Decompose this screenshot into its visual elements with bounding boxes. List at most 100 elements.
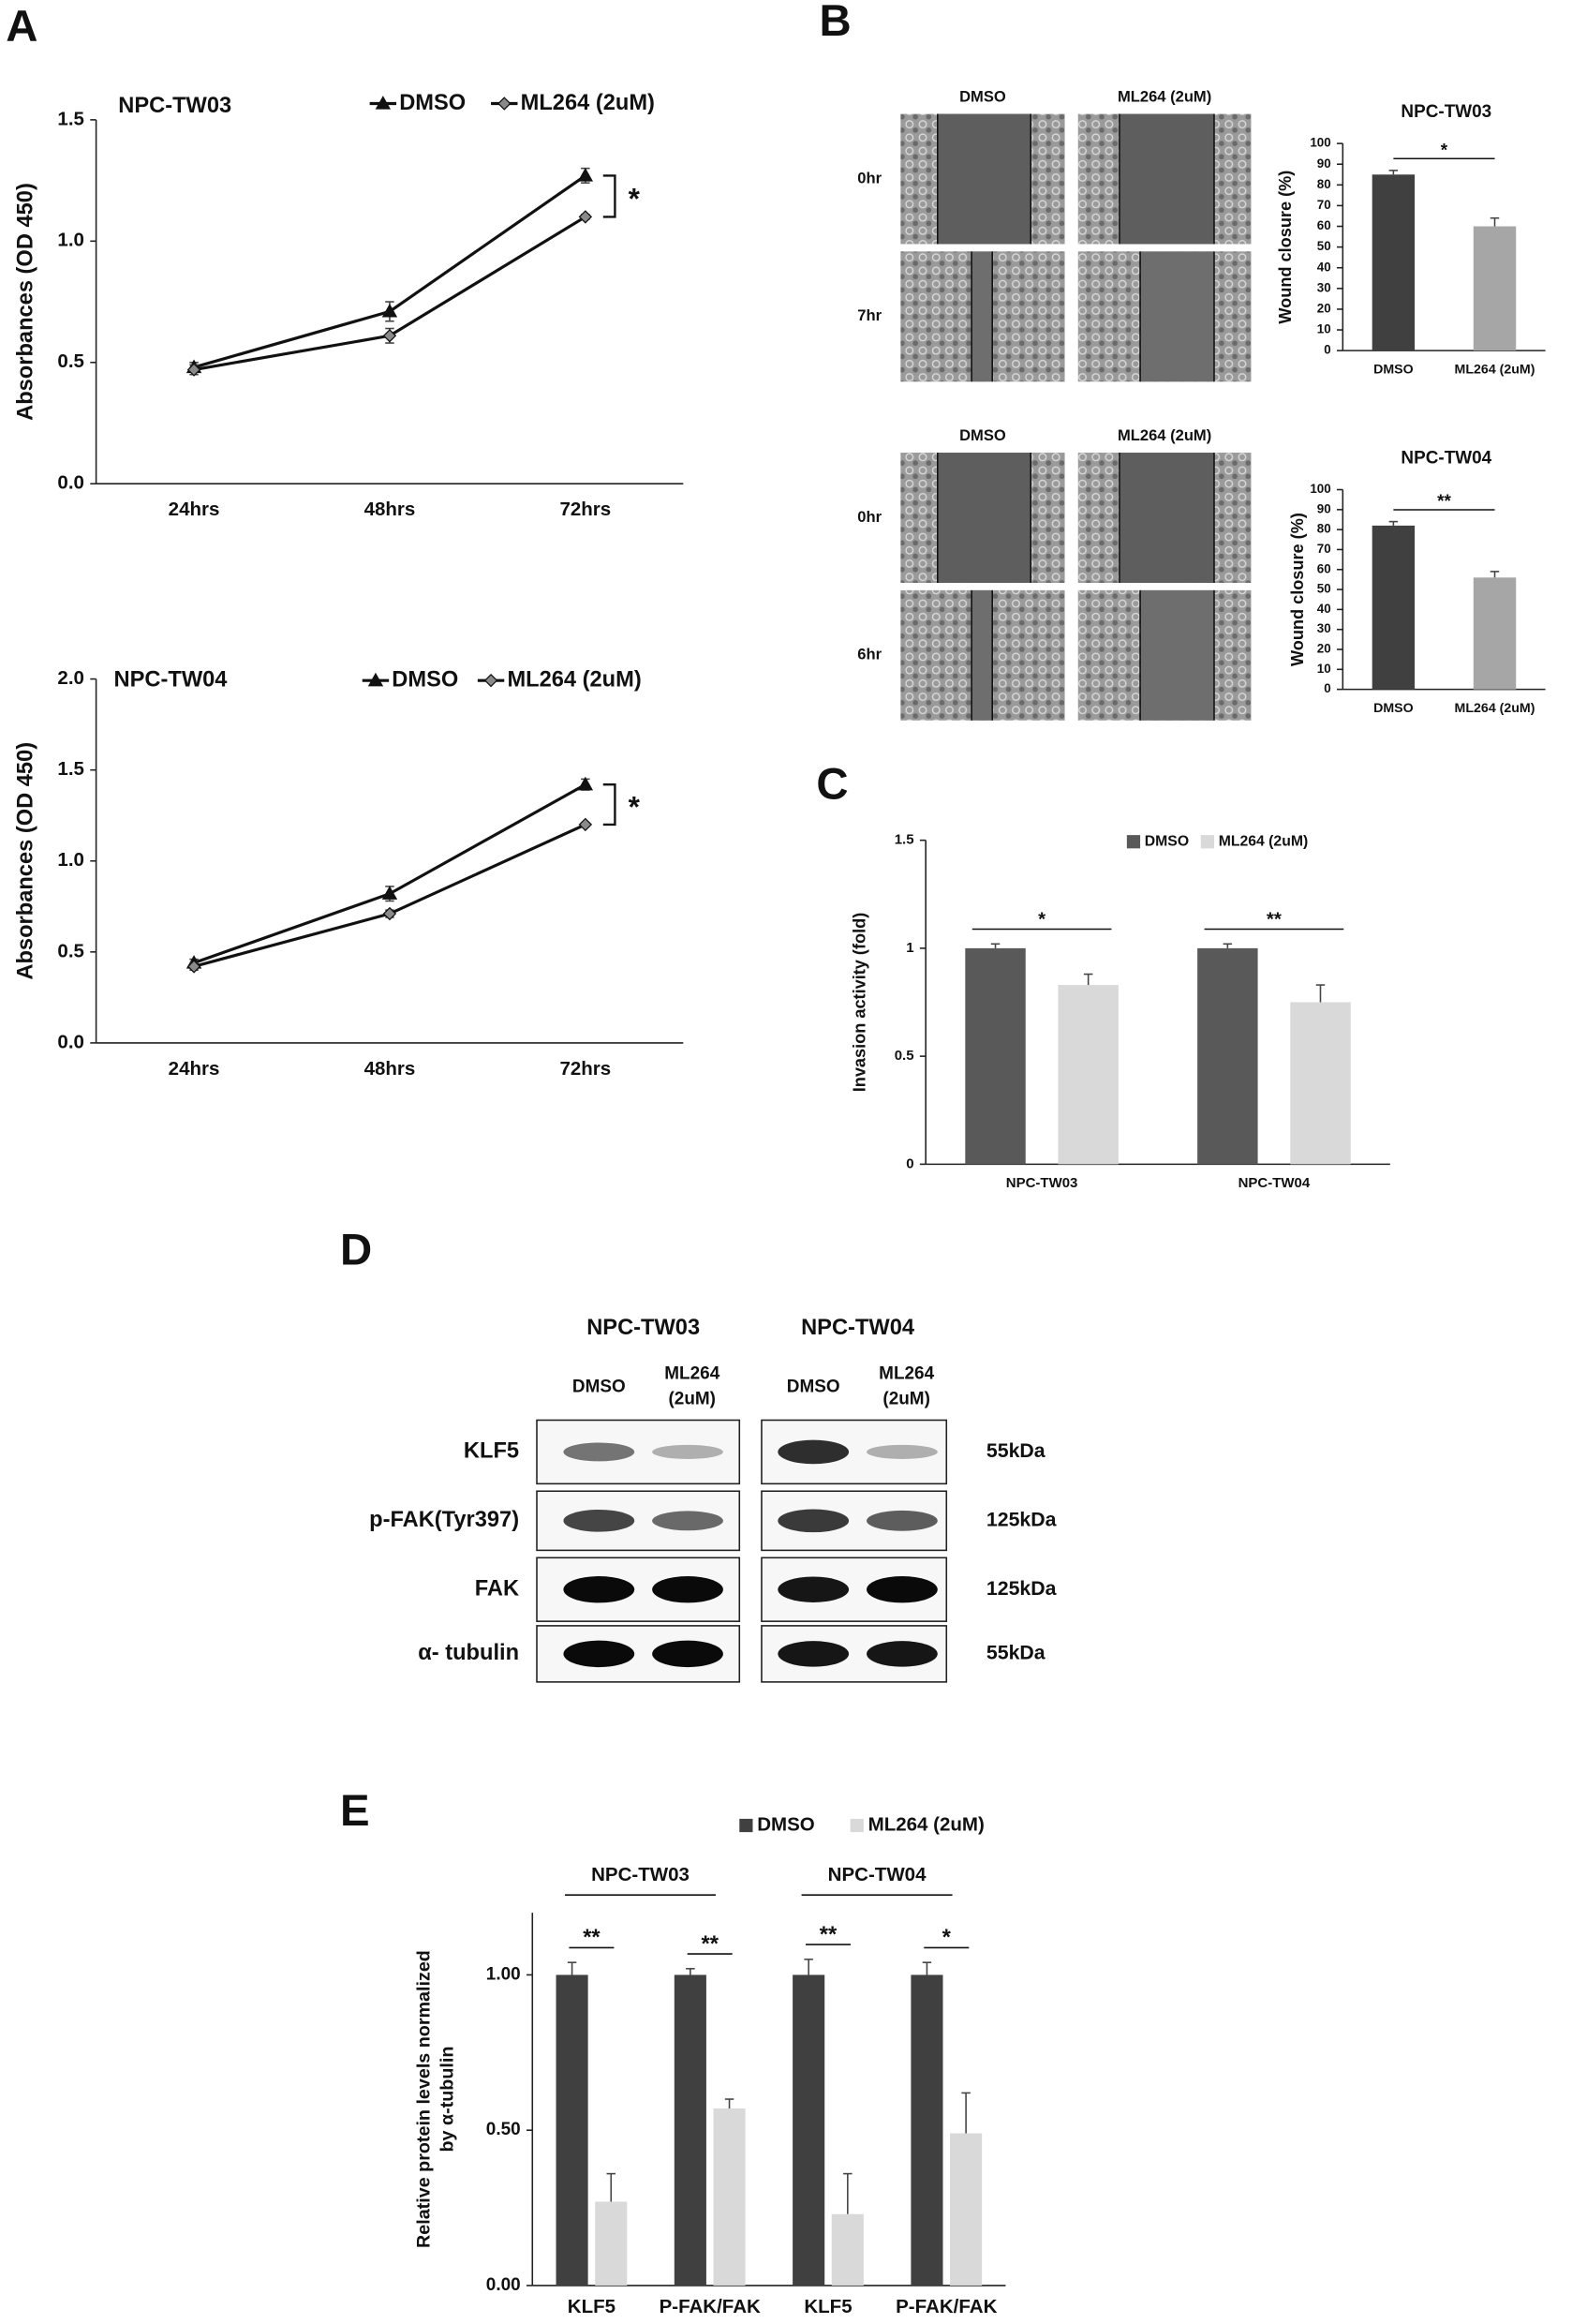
wound-gap (1140, 589, 1214, 721)
y-tick-label: 50 (1317, 582, 1331, 596)
blot-band (778, 1641, 850, 1667)
x-tick-label: P-FAK/FAK (896, 2296, 997, 2317)
legend-label: ML264 (2uM) (1219, 833, 1308, 849)
chart-title: NPC-TW03 (118, 94, 231, 118)
marker (381, 304, 398, 318)
legend-swatch (850, 1818, 864, 1833)
significance-label: * (942, 1926, 952, 1950)
y-tick-label: 10 (1317, 322, 1331, 336)
y-axis-label: Wound closure (%) (1276, 171, 1295, 324)
y-tick-label: 100 (1310, 136, 1330, 150)
y-axis-label: Absorbances (OD 450) (14, 742, 38, 980)
significance-label: * (629, 181, 641, 215)
marker (578, 817, 593, 832)
lane-label: (2uM) (882, 1389, 929, 1408)
cell-line-label: NPC-TW04 (801, 1316, 915, 1340)
protein-label: FAK (475, 1576, 519, 1601)
legend-label: DMSO (757, 1813, 815, 1835)
y-tick-label: 0.0 (57, 1031, 84, 1052)
legend-label: DMSO (399, 91, 466, 115)
marker (186, 960, 201, 974)
significance-bracket (602, 174, 616, 218)
blot-band (867, 1576, 938, 1603)
y-tick-label: 1.0 (57, 849, 84, 871)
significance-label: ** (701, 1932, 719, 1957)
x-tick-label: 72hrs (559, 1058, 611, 1080)
marker (375, 96, 392, 110)
y-tick-label: 70 (1317, 198, 1331, 212)
protein-label: p-FAK(Tyr397) (369, 1508, 519, 1532)
image-row-label: 0hr (857, 508, 882, 526)
size-label: 55kDa (986, 1642, 1046, 1664)
y-tick-label: 30 (1317, 621, 1331, 635)
x-tick-label: NPC-TW04 (1238, 1175, 1311, 1191)
y-tick-label: 1.5 (57, 758, 84, 780)
y-axis-label: Absorbances (OD 450) (14, 183, 38, 421)
image-column-label: DMSO (959, 88, 1006, 106)
image-row-label: 0hr (857, 169, 882, 186)
marker (186, 363, 201, 377)
bar (674, 1974, 706, 2286)
bar (1372, 525, 1416, 690)
y-tick-label: 20 (1317, 301, 1331, 315)
image-row-label: 7hr (857, 306, 882, 324)
y-tick-label: 0.5 (895, 1048, 914, 1064)
legend-label: DMSO (1145, 833, 1189, 849)
marker (367, 672, 384, 687)
x-tick-label: 48hrs (364, 1058, 416, 1080)
cell-line-label: NPC-TW03 (586, 1316, 700, 1340)
marker (578, 210, 593, 224)
bar (1473, 226, 1517, 351)
significance-label: * (1441, 141, 1448, 160)
bar (911, 1974, 943, 2286)
marker (577, 776, 594, 791)
chart-title: NPC-TW04 (114, 667, 229, 692)
y-tick-label: 80 (1317, 522, 1331, 536)
y-tick-label: 30 (1317, 280, 1331, 294)
marker (577, 168, 594, 182)
y-tick-label: 100 (1310, 482, 1330, 496)
y-tick-label: 1.5 (57, 108, 84, 129)
protein-label: α- tubulin (418, 1641, 519, 1665)
group-label: NPC-TW03 (591, 1864, 690, 1885)
y-tick-label: 40 (1317, 602, 1331, 616)
wound-gap (1119, 453, 1214, 583)
panel-letter: E (340, 1786, 370, 1836)
panel-letter: A (6, 2, 37, 52)
x-tick-label: DMSO (1373, 362, 1414, 377)
y-tick-label: 70 (1317, 542, 1331, 556)
wound-gap (937, 453, 1031, 583)
size-label: 55kDa (986, 1439, 1046, 1462)
y-tick-label: 40 (1317, 260, 1331, 274)
marker (381, 886, 398, 900)
significance-label: * (629, 790, 641, 824)
size-label: 125kDa (986, 1508, 1057, 1530)
legend-label: ML264 (2uM) (521, 91, 655, 115)
y-tick-label: 0 (906, 1155, 913, 1171)
blot-band (652, 1511, 723, 1531)
lane-label: ML264 (879, 1364, 934, 1384)
blot-band (563, 1509, 635, 1532)
y-tick-label: 2.0 (57, 667, 84, 689)
panel-letter: B (820, 0, 852, 46)
blot-band (778, 1509, 850, 1533)
legend-swatch (739, 1818, 753, 1833)
x-tick-label: 48hrs (364, 499, 416, 520)
significance-label: ** (820, 1923, 838, 1947)
significance-label: ** (1437, 492, 1451, 512)
y-tick-label: 50 (1317, 239, 1331, 253)
y-tick-label: 10 (1317, 662, 1331, 676)
blot-band (652, 1576, 723, 1603)
bar (793, 1974, 825, 2286)
y-axis-label: Invasion activity (fold) (851, 913, 869, 1093)
legend-swatch (1126, 835, 1141, 849)
bar (713, 2108, 746, 2286)
group-label: NPC-TW04 (828, 1864, 927, 1885)
size-label: 125kDa (986, 1577, 1057, 1600)
x-tick-label: KLF5 (568, 2296, 615, 2317)
lane-label: (2uM) (669, 1389, 716, 1408)
wound-gap (1119, 113, 1214, 245)
x-tick-label: 72hrs (559, 499, 611, 520)
